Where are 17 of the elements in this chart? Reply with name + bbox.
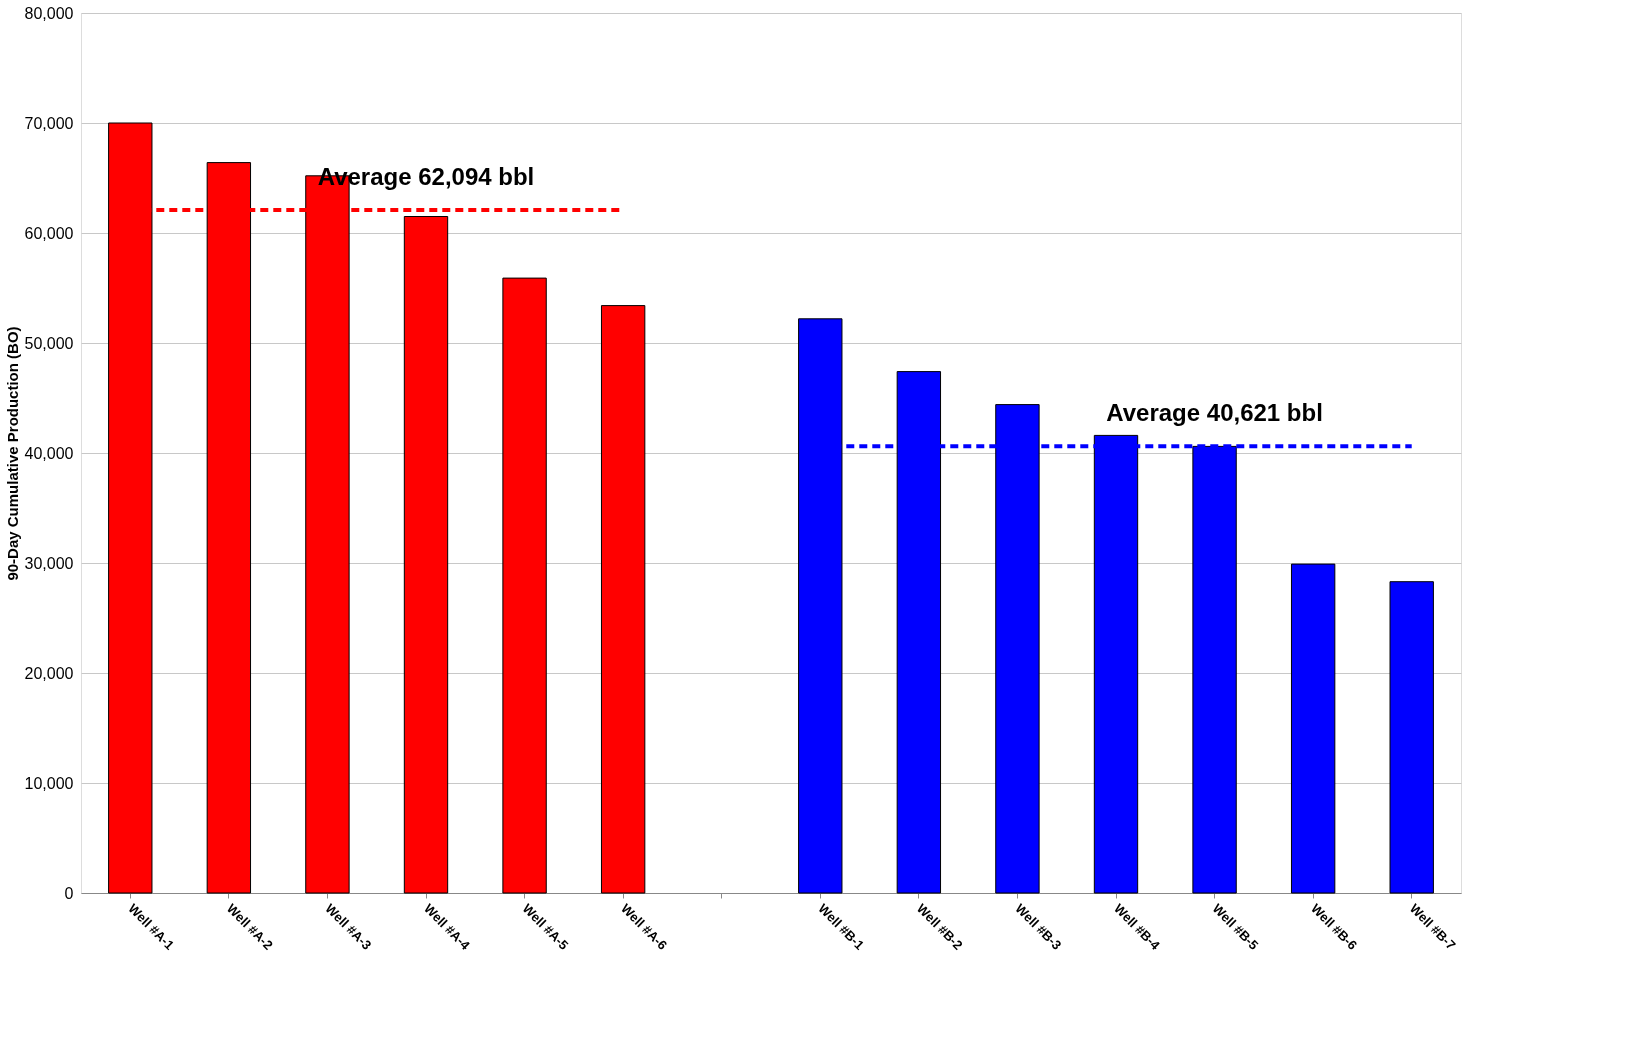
bar bbox=[502, 277, 547, 894]
y-tick-label: 20,000 bbox=[24, 664, 74, 682]
bar bbox=[403, 216, 449, 894]
y-tick-label: 50,000 bbox=[24, 334, 74, 352]
ref-line-label: Average 62,094 bbl bbox=[317, 162, 535, 190]
bar bbox=[1290, 563, 1336, 894]
y-tick-label: 40,000 bbox=[24, 444, 74, 462]
y-axis-title: 90-Day Cumulative Production (BO) bbox=[3, 326, 21, 581]
ref-line-label: Average 40,621 bbl bbox=[1106, 399, 1323, 427]
y-tick-label: 70,000 bbox=[24, 114, 74, 132]
bar bbox=[600, 305, 646, 894]
bar bbox=[1389, 581, 1434, 894]
y-tick-label: 10,000 bbox=[24, 774, 74, 792]
y-tick-label: 80,000 bbox=[24, 4, 74, 22]
y-tick-label: 60,000 bbox=[24, 224, 74, 242]
y-tick-label: 0 bbox=[64, 884, 74, 902]
y-tick-label: 30,000 bbox=[24, 554, 74, 572]
